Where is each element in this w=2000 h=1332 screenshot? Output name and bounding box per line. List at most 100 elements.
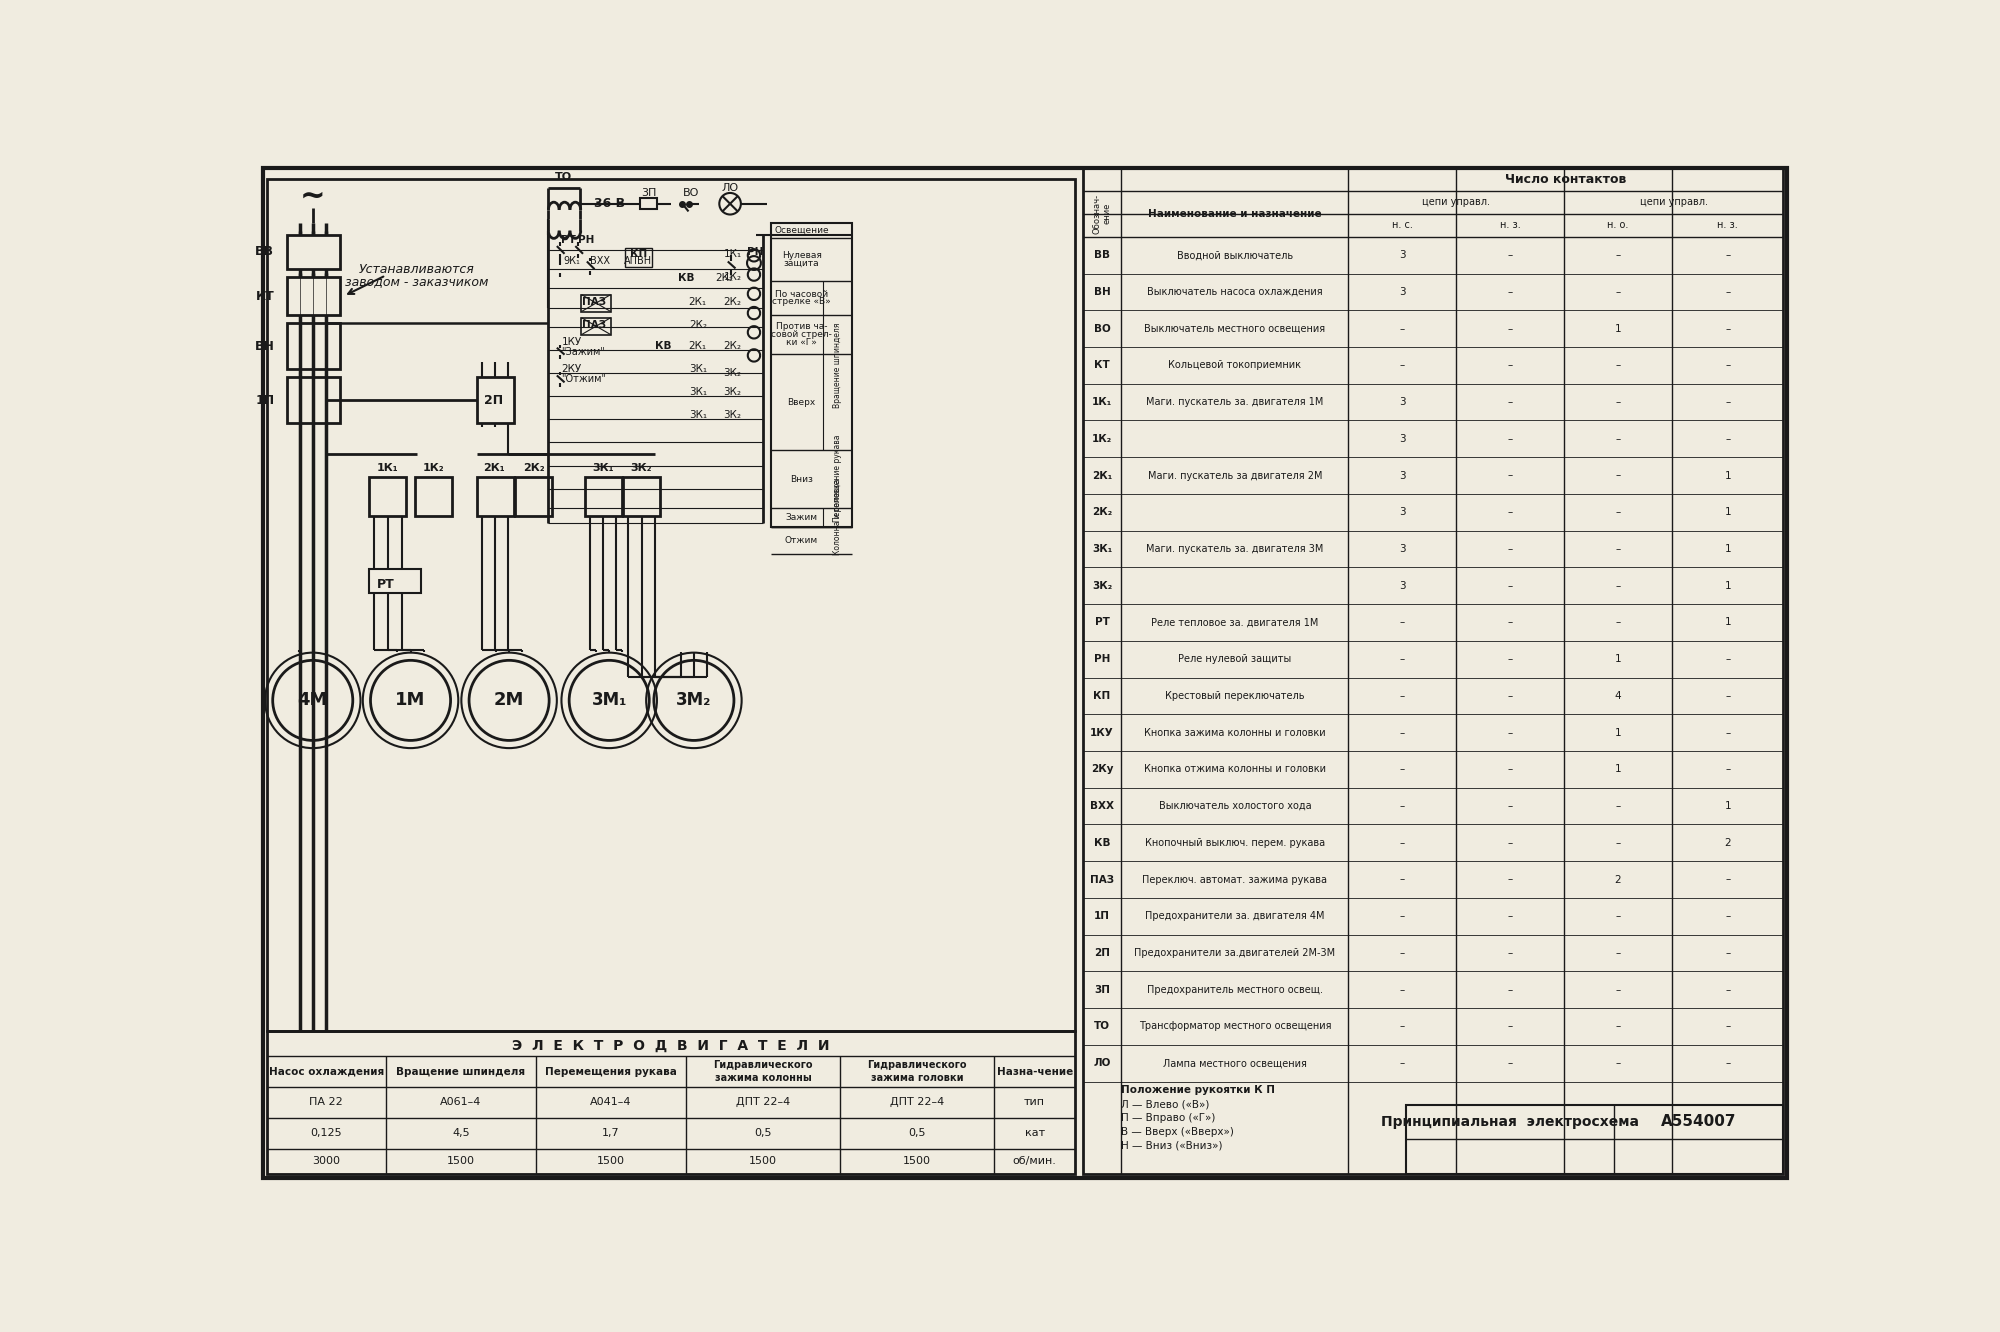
Text: –: –	[1616, 801, 1620, 811]
Text: –: –	[1724, 691, 1730, 701]
Text: –: –	[1724, 434, 1730, 444]
Text: –: –	[1724, 1022, 1730, 1031]
Bar	[288, 234, 340, 269]
Text: ВВ: ВВ	[256, 245, 274, 258]
Bar	[624, 477, 660, 515]
Text: 3М₂: 3М₂	[676, 691, 712, 710]
Text: Колонна и головка: Колонна и головка	[832, 480, 842, 555]
Text: 1К₂: 1К₂	[422, 462, 444, 473]
Text: –: –	[1508, 691, 1512, 701]
Text: 1: 1	[1724, 507, 1730, 517]
Text: Вращение шпинделя: Вращение шпинделя	[832, 322, 842, 408]
Text: Выключатель насоса охлаждения: Выключатель насоса охлаждения	[1148, 286, 1322, 297]
Text: Выключатель местного освещения: Выключатель местного освещения	[1144, 324, 1326, 333]
Text: Число контактов: Число контактов	[1506, 173, 1626, 185]
Text: 1: 1	[1614, 654, 1622, 665]
Text: Нулевая: Нулевая	[782, 252, 822, 260]
Text: 2К₁: 2К₁	[1092, 470, 1112, 481]
Text: 2К₂: 2К₂	[1092, 507, 1112, 517]
Text: н. о.: н. о.	[1608, 220, 1628, 230]
Bar	[582, 294, 610, 312]
Text: В — Вверх («Вверх»): В — Вверх («Вверх»)	[1122, 1127, 1234, 1138]
Text: Перемещения рукава: Перемещения рукава	[546, 1067, 678, 1076]
Text: 1К₂: 1К₂	[1092, 434, 1112, 444]
Bar	[624, 248, 652, 266]
Text: 36 В: 36 В	[594, 197, 624, 210]
Text: зажима колонны: зажима колонны	[714, 1072, 812, 1083]
Text: –: –	[1400, 654, 1404, 665]
Text: Насос охлаждения: Насос охлаждения	[268, 1067, 384, 1076]
Text: Крестовый переключатель: Крестовый переключатель	[1166, 691, 1304, 701]
Text: 2К₁: 2К₁	[482, 462, 504, 473]
Text: 1500: 1500	[598, 1156, 626, 1167]
Text: 1,7: 1,7	[602, 1128, 620, 1138]
Text: 2К₁: 2К₁	[688, 341, 706, 352]
Text: Маги. пускатель за. двигателя 1М: Маги. пускатель за. двигателя 1М	[1146, 397, 1324, 408]
Text: –: –	[1508, 324, 1512, 333]
Text: ВО: ВО	[682, 188, 700, 198]
Text: –: –	[1508, 397, 1512, 408]
Text: Лампа местного освещения: Лампа местного освещения	[1162, 1058, 1306, 1068]
Text: 0,5: 0,5	[754, 1128, 772, 1138]
Text: кат: кат	[1024, 1128, 1044, 1138]
Text: 3К₁: 3К₁	[592, 462, 614, 473]
Text: –: –	[1616, 507, 1620, 517]
Bar	[476, 477, 514, 515]
Text: КП: КП	[1094, 691, 1110, 701]
Bar	[584, 477, 622, 515]
Text: –: –	[1400, 1058, 1404, 1068]
Text: –: –	[1724, 727, 1730, 738]
Text: –: –	[1616, 470, 1620, 481]
Text: 3К₂: 3К₂	[724, 410, 742, 421]
Text: –: –	[1508, 618, 1512, 627]
Text: 2П: 2П	[1094, 948, 1110, 958]
Text: 3П: 3П	[640, 188, 656, 198]
Text: 3К₂: 3К₂	[724, 388, 742, 397]
Text: 1К₂: 1К₂	[724, 272, 742, 282]
Text: 1: 1	[1614, 324, 1622, 333]
Text: –: –	[1400, 361, 1404, 370]
Text: Перемещение рукава: Перемещение рукава	[832, 434, 842, 522]
Text: –: –	[1508, 984, 1512, 995]
Text: Устанавливаются: Устанавливаются	[358, 262, 474, 276]
Text: 3К₂: 3К₂	[1092, 581, 1112, 590]
Text: –: –	[1400, 765, 1404, 774]
Text: стрелке «В»: стрелке «В»	[772, 297, 830, 306]
Text: 3К₁: 3К₁	[688, 364, 706, 374]
Text: ~: ~	[300, 181, 326, 210]
Text: –: –	[1400, 618, 1404, 627]
Text: –: –	[1616, 543, 1620, 554]
Text: зажима головки: зажима головки	[870, 1072, 964, 1083]
Text: –: –	[1724, 286, 1730, 297]
Bar	[1082, 168, 1784, 1173]
Bar	[368, 477, 406, 515]
Bar	[770, 222, 852, 527]
Bar	[582, 318, 610, 334]
Text: 2: 2	[1724, 838, 1730, 847]
Text: –: –	[1508, 654, 1512, 665]
Text: ВН: ВН	[1094, 286, 1110, 297]
Text: –: –	[1508, 581, 1512, 590]
Text: н. з.: н. з.	[1718, 220, 1738, 230]
Text: –: –	[1616, 581, 1620, 590]
Text: –: –	[1400, 875, 1404, 884]
Text: –: –	[1616, 434, 1620, 444]
Text: цепи управл.: цепи управл.	[1640, 197, 1708, 208]
Bar	[416, 477, 452, 515]
Text: ки «Г»: ки «Г»	[786, 338, 818, 346]
Text: –: –	[1616, 838, 1620, 847]
Text: 3: 3	[1398, 286, 1406, 297]
Text: 2КУ: 2КУ	[562, 364, 582, 374]
Text: –: –	[1616, 1022, 1620, 1031]
Text: ЛО: ЛО	[1094, 1058, 1110, 1068]
Text: Кнопка отжима колонны и головки: Кнопка отжима колонны и головки	[1144, 765, 1326, 774]
Text: А061–4: А061–4	[440, 1098, 482, 1107]
Text: ДПТ 22–4: ДПТ 22–4	[890, 1098, 944, 1107]
Text: –: –	[1724, 948, 1730, 958]
Text: Э  Л  Е  К  Т  Р  О  Д  В  И  Г  А  Т  Е  Л  И: Э Л Е К Т Р О Д В И Г А Т Е Л И	[512, 1039, 830, 1052]
Text: –: –	[1508, 434, 1512, 444]
Text: –: –	[1508, 801, 1512, 811]
Text: ВО: ВО	[1094, 324, 1110, 333]
Text: –: –	[1508, 286, 1512, 297]
Text: Вверх: Вверх	[788, 397, 816, 406]
